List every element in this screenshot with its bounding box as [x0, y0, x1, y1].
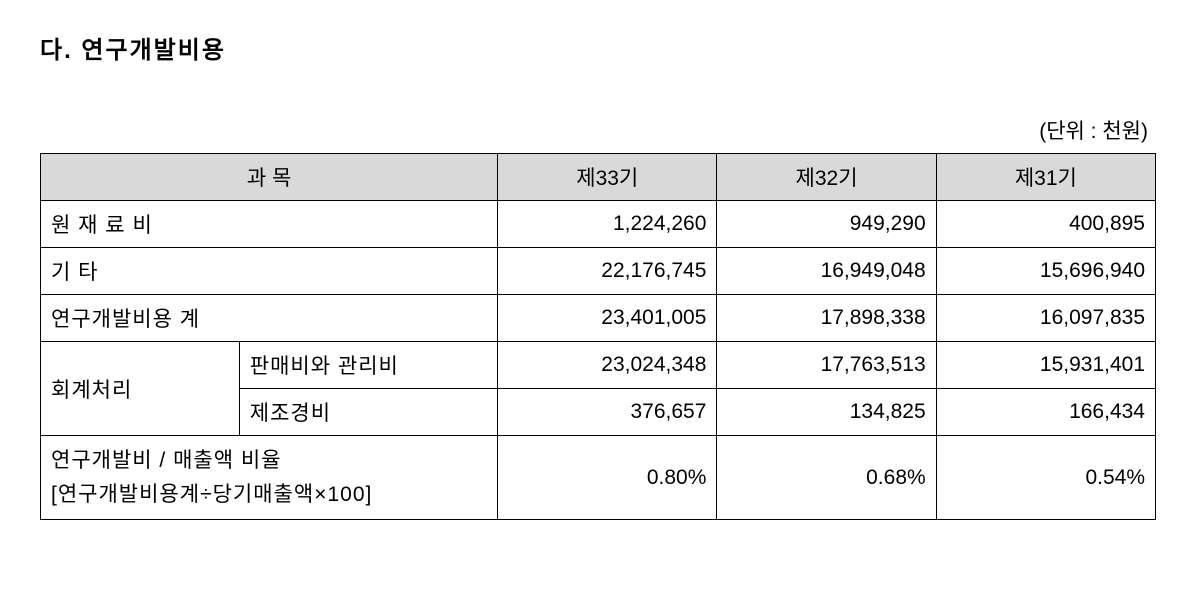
cell-value: 1,224,260 — [498, 201, 717, 248]
row-label-mfg: 제조경비 — [239, 389, 497, 436]
row-label-other: 기 타 — [41, 248, 498, 295]
cell-value: 0.80% — [498, 436, 717, 520]
ratio-line2: [연구개발비용계÷당기매출액×100] — [51, 483, 372, 506]
table-header-row: 과 목 제33기 제32기 제31기 — [41, 154, 1156, 201]
cell-value: 16,949,048 — [717, 248, 936, 295]
table-row: 원 재 료 비 1,224,260 949,290 400,895 — [41, 201, 1156, 248]
table-row: 연구개발비용 계 23,401,005 17,898,338 16,097,83… — [41, 295, 1156, 342]
section-title: 다. 연구개발비용 — [40, 30, 1156, 65]
cell-value: 17,898,338 — [717, 295, 936, 342]
ratio-line1: 연구개발비 / 매출액 비율 — [51, 449, 282, 472]
cell-value: 0.68% — [717, 436, 936, 520]
cell-value: 400,895 — [936, 201, 1155, 248]
cell-value: 23,024,348 — [498, 342, 717, 389]
cell-value: 949,290 — [717, 201, 936, 248]
row-label-accounting-group: 회계처리 — [41, 342, 240, 436]
cell-value: 15,696,940 — [936, 248, 1155, 295]
table-row: 연구개발비 / 매출액 비율 [연구개발비용계÷당기매출액×100] 0.80%… — [41, 436, 1156, 520]
cell-value: 22,176,745 — [498, 248, 717, 295]
table-row: 기 타 22,176,745 16,949,048 15,696,940 — [41, 248, 1156, 295]
unit-label: (단위 : 천원) — [40, 115, 1156, 145]
row-label-raw-material: 원 재 료 비 — [41, 201, 498, 248]
cell-value: 23,401,005 — [498, 295, 717, 342]
cell-value: 134,825 — [717, 389, 936, 436]
row-label-total: 연구개발비용 계 — [41, 295, 498, 342]
header-period-31: 제31기 — [936, 154, 1155, 201]
cell-value: 17,763,513 — [717, 342, 936, 389]
row-label-ratio: 연구개발비 / 매출액 비율 [연구개발비용계÷당기매출액×100] — [41, 436, 498, 520]
cell-value: 166,434 — [936, 389, 1155, 436]
cell-value: 15,931,401 — [936, 342, 1155, 389]
table-row: 회계처리 판매비와 관리비 23,024,348 17,763,513 15,9… — [41, 342, 1156, 389]
cell-value: 376,657 — [498, 389, 717, 436]
cell-value: 0.54% — [936, 436, 1155, 520]
header-category: 과 목 — [41, 154, 498, 201]
cell-value: 16,097,835 — [936, 295, 1155, 342]
rnd-expense-table: 과 목 제33기 제32기 제31기 원 재 료 비 1,224,260 949… — [40, 153, 1156, 520]
row-label-sga: 판매비와 관리비 — [239, 342, 497, 389]
header-period-32: 제32기 — [717, 154, 936, 201]
header-period-33: 제33기 — [498, 154, 717, 201]
